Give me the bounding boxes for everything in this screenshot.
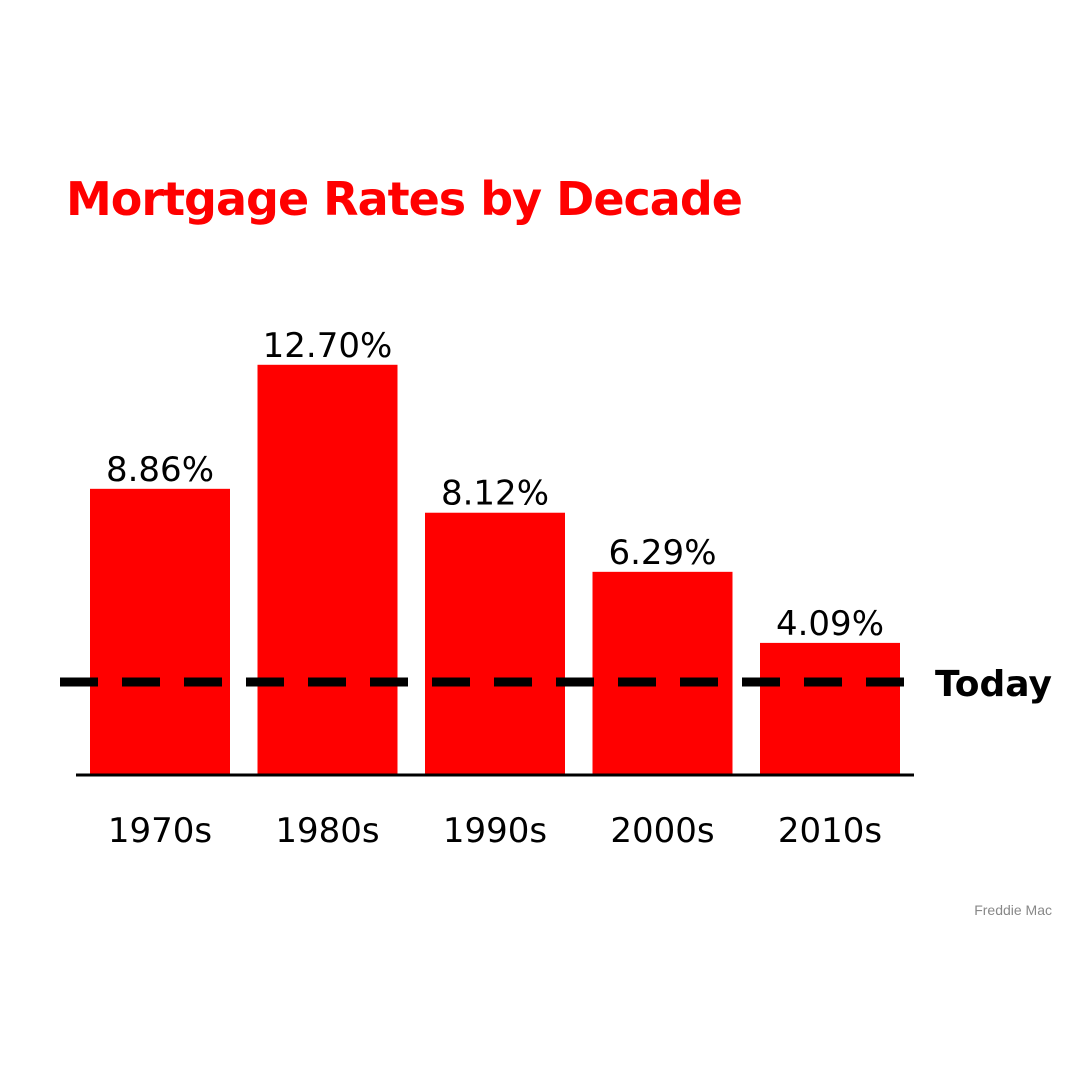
x-tick-label-2010s: 2010s — [778, 811, 882, 851]
data-label-1970s: 8.86% — [106, 450, 214, 490]
bar-1980s — [257, 364, 398, 775]
data-label-1990s: 8.12% — [441, 474, 549, 514]
x-tick-label-2000s: 2000s — [610, 811, 714, 851]
today-label: Today — [935, 664, 1052, 705]
data-labels-group: 8.86% 12.70% 8.12% 6.29% 4.09% — [106, 326, 884, 644]
data-label-2010s: 4.09% — [776, 604, 884, 644]
source-note: Freddie Mac — [974, 902, 1052, 918]
bar-1970s — [90, 488, 230, 775]
chart-title: Mortgage Rates by Decade — [66, 172, 743, 226]
x-tick-label-1990s: 1990s — [443, 811, 547, 851]
data-label-2000s: 6.29% — [608, 533, 716, 573]
bars-group — [90, 364, 900, 775]
bar-1990s — [425, 512, 565, 775]
x-tick-labels-group: 1970s 1980s 1990s 2000s 2010s — [108, 811, 882, 851]
x-tick-label-1980s: 1980s — [275, 811, 379, 851]
data-label-1980s: 12.70% — [263, 326, 393, 366]
bar-2010s — [760, 642, 900, 775]
bar-2000s — [592, 571, 733, 775]
x-tick-label-1970s: 1970s — [108, 811, 212, 851]
